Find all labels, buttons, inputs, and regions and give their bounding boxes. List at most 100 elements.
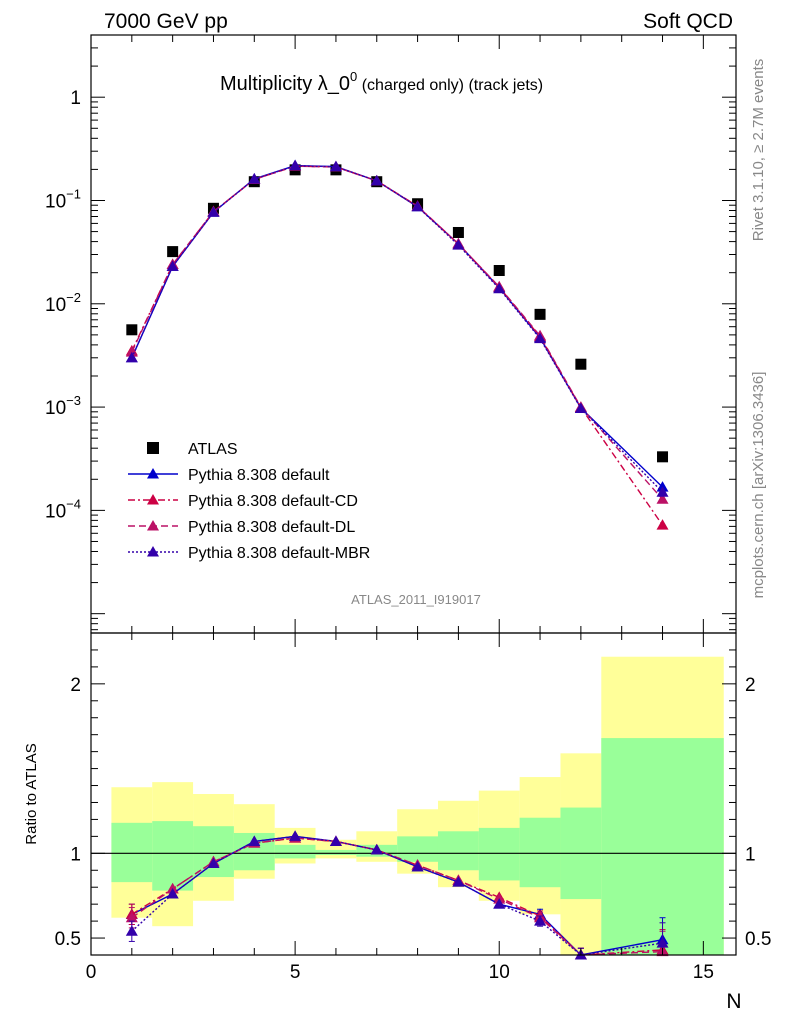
ratio-point-mbr: [411, 860, 424, 872]
ratio-x-tick-label: 5: [290, 962, 301, 983]
series-point-mbr: [370, 174, 383, 186]
ratio-y-tick-label: 2: [70, 675, 81, 696]
legend: ATLAS Pythia 8.308 default Pythia 8.308 de…: [128, 441, 370, 562]
series-point-mbr: [574, 402, 587, 413]
tick-base: 10: [45, 191, 66, 212]
main-axes-layer: 10−410−310−210−11: [45, 34, 736, 633]
plot-title-sup: 0: [350, 69, 357, 84]
main-y-tick-label: 1: [70, 88, 81, 109]
ratio-y-tick-label: 1: [70, 844, 81, 865]
rivet-version-text: Rivet 3.1.10, ≥ 2.7M events: [750, 59, 767, 242]
header-right: Soft QCD: [643, 10, 733, 33]
plot-title-main: Multiplicity λ_0: [220, 73, 350, 95]
ratio-band-inner: [397, 836, 438, 862]
ratio-x-tick-label: 0: [86, 962, 97, 983]
main-y-tick-label: 10−1: [45, 186, 81, 212]
tick-exponent: −1: [66, 186, 81, 201]
legend-marker-cd: [147, 494, 159, 505]
analysis-id: ATLAS_2011_I919017: [351, 592, 481, 607]
data-point-atlas: [126, 324, 138, 336]
legend-marker-default: [147, 468, 159, 479]
ratio-axes-layer: 0 5 10 15 0.5 0.5 1 1 2 2: [55, 633, 771, 983]
ratio-plot-area: 0 5 10 15 0.5 0.5 1 1 2 2: [55, 632, 771, 983]
ratio-band-inner: [519, 817, 561, 888]
ratio-band-inner: [274, 844, 316, 859]
legend-label-data: ATLAS: [188, 441, 238, 458]
ratio-point-mbr: [534, 915, 547, 926]
ratio-band-inner: [152, 821, 194, 891]
data-point-atlas: [534, 308, 546, 320]
tick-exponent: −2: [66, 290, 81, 305]
ratio-point-mbr: [370, 843, 383, 855]
plot-title-small: (charged only) (track jets): [357, 77, 543, 94]
ratio-point-mbr: [166, 887, 179, 899]
tick-base: 10: [45, 295, 66, 316]
series-point-mbr: [411, 200, 424, 212]
legend-label-default: Pythia 8.308 default: [188, 467, 330, 484]
series-point-mbr: [493, 282, 506, 294]
series-point-dl: [125, 346, 138, 357]
ratio-plot-frame: [90, 632, 737, 956]
ratio-band-inner: [437, 831, 479, 871]
legend-marker-dl: [147, 520, 159, 531]
series-point-mbr: [166, 260, 179, 271]
data-point-atlas: [452, 226, 464, 238]
ratio-point-mbr: [125, 925, 138, 936]
ratio-y-tick-label: 0.5: [55, 929, 81, 950]
ratio-point-mbr: [656, 937, 669, 948]
main-y-tick-label: 10−3: [45, 393, 81, 419]
x-axis-label: N: [726, 990, 741, 1013]
series-point-dl: [656, 493, 669, 504]
mcplots-reference-text: mcplots.cern.ch [arXiv:1306.3436]: [750, 372, 767, 599]
main-plot-frame: [90, 34, 737, 634]
legend-label-cd: Pythia 8.308 default-CD: [188, 493, 358, 510]
legend-marker-atlas: [147, 442, 159, 454]
data-point-atlas: [493, 265, 505, 277]
plot-title: Multiplicity λ_00 (charged only) (track …: [220, 69, 543, 95]
ratio-y-axis-label: Ratio to ATLAS: [23, 743, 40, 844]
series-point-mbr: [329, 160, 342, 172]
ratio-x-tick-label: 15: [693, 962, 714, 983]
tick-exponent: −3: [66, 393, 81, 408]
series-point-mbr: [656, 486, 669, 497]
tick-base: 10: [45, 501, 66, 522]
series-point-mbr: [534, 332, 547, 344]
main-series-layer: [125, 159, 669, 530]
tick-exponent: −4: [66, 496, 81, 511]
ratio-y-tick-label-right: 0.5: [745, 929, 771, 950]
ratio-band-inner: [111, 822, 153, 883]
ratio-y-tick-label-right: 2: [745, 675, 756, 696]
ratio-point-mbr: [329, 835, 342, 846]
series-point-mbr: [289, 159, 302, 171]
series-point-mbr: [207, 206, 220, 217]
header-left: 7000 GeV pp: [104, 10, 228, 33]
data-point-atlas: [167, 246, 179, 258]
main-plot-area: 10−410−310−210−11: [45, 34, 737, 634]
ratio-x-tick-label: 10: [489, 962, 510, 983]
legend-marker-mbr: [147, 546, 159, 557]
legend-label-mbr: Pythia 8.308 default-MBR: [188, 545, 370, 562]
ratio-band-inner: [478, 827, 520, 881]
ratio-band-inner: [315, 849, 357, 856]
ratio-point-dl: [125, 911, 138, 923]
series-point-mbr: [452, 239, 465, 250]
tick-base: 10: [45, 398, 66, 419]
main-y-tick-label: 10−4: [45, 496, 81, 522]
ratio-band-inner: [193, 826, 234, 878]
data-point-atlas: [575, 358, 587, 370]
data-point-atlas: [657, 451, 669, 463]
main-y-tick-label: 10−2: [45, 290, 81, 316]
ratio-point-mbr: [493, 898, 506, 909]
ratio-point-mbr: [452, 876, 465, 887]
series-point-mbr: [248, 173, 261, 184]
series-point-mbr: [125, 351, 138, 363]
ratio-y-tick-label-right: 1: [745, 844, 756, 865]
ratio-point-mbr: [207, 857, 220, 868]
tick-base: 1: [70, 88, 81, 109]
series-point-cd: [656, 519, 669, 530]
ratio-point-mbr: [289, 830, 302, 841]
legend-label-dl: Pythia 8.308 default-DL: [188, 519, 355, 536]
ratio-uncertainty-bands: [91, 656, 736, 955]
